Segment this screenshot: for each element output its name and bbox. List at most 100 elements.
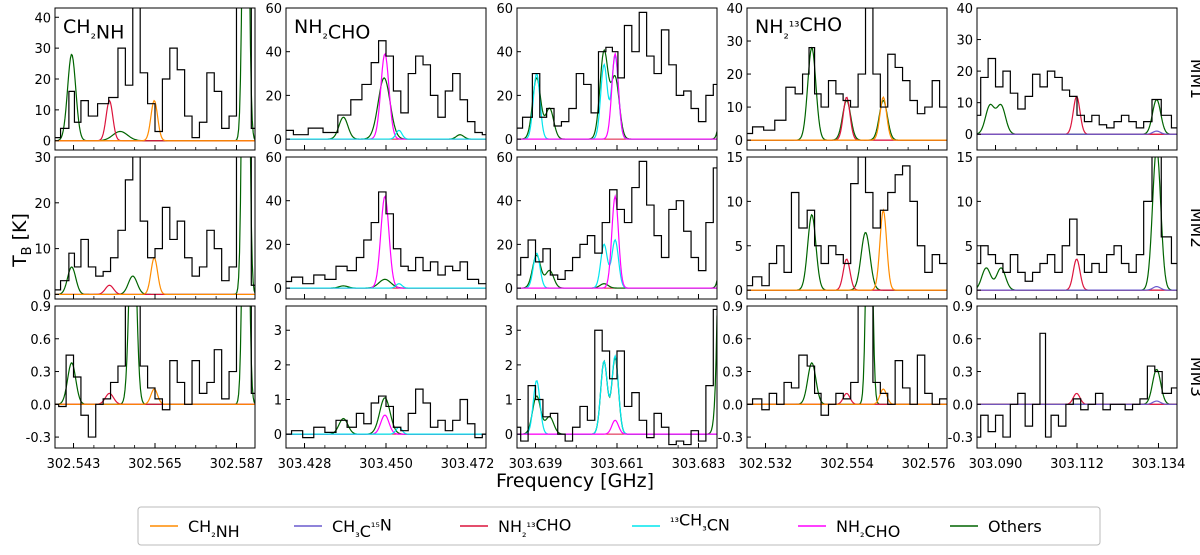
model-curve (517, 238, 717, 289)
model-curve (286, 129, 486, 140)
y-tick-label: 20 (265, 89, 282, 104)
y-tick-label: 40 (265, 195, 282, 210)
model-curve (747, 95, 947, 141)
y-tick-label: 40 (956, 2, 973, 17)
x-tick-label: 303.639 (509, 457, 563, 472)
y-tick-label: 0 (505, 428, 513, 443)
y-tick-label: 1 (505, 394, 513, 409)
panel-mm3-col1: -0.3 0.0 0.3 0.6 0.9 302.543 302.565 302.587 (26, 300, 264, 472)
y-tick-label: 0.0 (722, 398, 743, 413)
y-tick-label: 60 (265, 2, 282, 17)
y-tick-label: 0 (43, 135, 51, 150)
y-tick-label: 0 (274, 428, 282, 443)
legend-label: ¹³CH₃CN (670, 511, 730, 535)
y-tick-label: 40 (496, 195, 513, 210)
y-tick-label: 0 (274, 282, 282, 297)
panel-mm1-col4: 0 10 20 30 40 NH₂¹³CHO (726, 2, 948, 151)
x-tick-label: 303.450 (359, 457, 413, 472)
y-tick-label: 15 (956, 151, 973, 166)
panel-mm3-col2: 0 1 2 3 303.428 303.450 303.472 (274, 305, 495, 472)
legend-label: CH₃C¹⁵N (332, 515, 392, 540)
model-curve (286, 414, 486, 435)
y-tick-label: 20 (496, 238, 513, 253)
y-tick-label: 0.3 (722, 366, 743, 381)
x-tick-label: 302.554 (820, 457, 874, 472)
x-tick-label: 302.576 (902, 457, 956, 472)
y-tick-label: 0.9 (30, 300, 51, 315)
y-tick-label: 10 (726, 195, 743, 210)
y-tick-label: 30 (34, 42, 51, 57)
panel-mm2-col4: 0 5 10 15 (726, 151, 948, 300)
y-tick-label: 0.3 (952, 366, 973, 381)
y-tick-label: 2 (274, 359, 282, 374)
plot-area (55, 306, 255, 438)
legend-label: CH₂NH (188, 517, 240, 541)
y-tick-label: 60 (496, 151, 513, 166)
panel-frame (516, 7, 718, 151)
y-tick-label: 10 (956, 97, 973, 112)
x-tick-label: 302.565 (128, 457, 182, 472)
panel-frame (54, 156, 256, 300)
legend: CH₂NH CH₃C¹⁵N NH₂¹³CHO ¹³CH₃CN NH₂CHO Others (137, 506, 1101, 546)
panel-mm1-col1: 0 10 20 30 40 CH₂NH (34, 7, 256, 151)
y-tick-label: 0 (505, 282, 513, 297)
y-tick-label: 40 (265, 46, 282, 61)
y-tick-label: 30 (726, 35, 743, 50)
model-curve (747, 46, 947, 141)
y-tick-label: 0 (43, 288, 51, 303)
model-curve (517, 254, 717, 289)
model-curve (977, 258, 1177, 291)
y-tick-label: 5 (735, 240, 743, 255)
y-tick-label: 20 (265, 238, 282, 253)
x-tick-label: 303.428 (278, 457, 332, 472)
row-label: MM3 (1186, 357, 1200, 397)
model-curve (55, 99, 255, 142)
model-curve (517, 194, 717, 289)
column-label: CH₂NH (63, 16, 124, 44)
y-tick-label: 3 (274, 324, 282, 339)
panel-mm2-col1: 0 10 20 30 (34, 151, 256, 303)
panel-frame (285, 156, 487, 300)
y-tick-label: -0.3 (948, 431, 973, 446)
y-tick-label: 0.0 (30, 398, 51, 413)
y-tick-label: 0.6 (722, 333, 743, 348)
row-label: MM2 (1186, 208, 1200, 248)
panel-mm1-col5: 0 10 20 30 40 MM1 (956, 2, 1200, 151)
y-tick-label: 0.6 (952, 333, 973, 348)
x-tick-label: 302.532 (739, 457, 793, 472)
model-curve (286, 283, 486, 289)
y-tick-label: 10 (34, 104, 51, 119)
observed-spectrum (286, 388, 486, 439)
x-tick-label: 303.112 (1050, 457, 1104, 472)
y-tick-label: 0.6 (30, 333, 51, 348)
plot-area (747, 306, 947, 416)
row-label: MM1 (1186, 59, 1200, 99)
observed-spectrum (747, 306, 947, 416)
x-tick-label: 303.090 (969, 457, 1023, 472)
y-tick-label: 1 (274, 394, 282, 409)
y-tick-label: 20 (726, 68, 743, 83)
y-tick-label: 60 (496, 2, 513, 17)
y-axis-label-subscript: B (20, 246, 35, 255)
model-curve (55, 284, 255, 296)
plot-area (977, 157, 1177, 291)
x-axis-label: Frequency [GHz] (496, 470, 654, 492)
y-tick-label: 10 (34, 243, 51, 258)
panel-mm1-col3: 0 20 40 60 (496, 2, 718, 151)
x-tick-label: 303.134 (1132, 457, 1186, 472)
y-tick-label: 15 (726, 151, 743, 166)
x-tick-label: 303.472 (441, 457, 495, 472)
observed-spectrum (55, 306, 255, 438)
panel-mm2-col5: 0 5 10 15 MM2 (956, 151, 1200, 300)
y-tick-label: 0 (735, 284, 743, 299)
panel-mm3-col5: -0.3 0.0 0.3 0.6 0.9 303.090 303.112 303.134 MM3 (948, 300, 1200, 472)
model-curve (517, 51, 717, 140)
y-tick-label: 40 (496, 46, 513, 61)
y-axis-label: TB [K] (9, 213, 35, 268)
y-tick-label: 10 (726, 101, 743, 116)
plot-area (977, 332, 1177, 438)
panel-mm3-col3: 0 1 2 3 303.639 303.661 303.683 (505, 305, 725, 472)
panel-frame (54, 305, 256, 449)
plot-area (517, 160, 717, 289)
observed-spectrum (55, 157, 255, 291)
